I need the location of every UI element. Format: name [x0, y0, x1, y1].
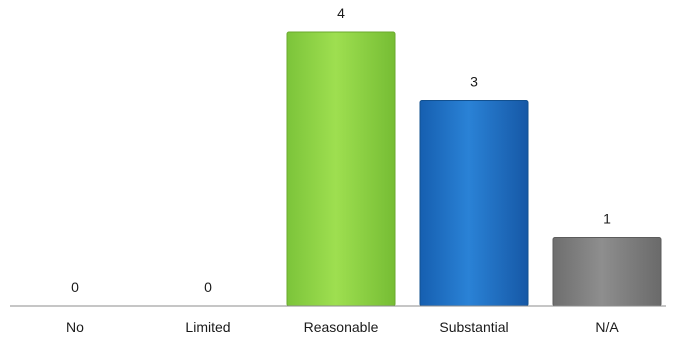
value-label-substantial: 3 [470, 74, 478, 90]
value-label-limited: 0 [204, 279, 212, 295]
category-labels-group: No Limited Reasonable Substantial N/A [66, 319, 619, 335]
value-labels-group: 0 0 4 3 1 [71, 5, 611, 295]
value-label-no: 0 [71, 279, 79, 295]
bar-substantial [419, 100, 529, 307]
category-label-reasonable: Reasonable [304, 319, 379, 335]
category-label-limited: Limited [185, 319, 230, 335]
category-label-substantial: Substantial [439, 319, 508, 335]
bars-group [286, 31, 662, 307]
value-label-reasonable: 4 [337, 5, 345, 21]
value-label-n-a: 1 [603, 211, 611, 227]
bar-n-a [552, 237, 662, 307]
bar-reasonable [286, 31, 396, 307]
category-label-no: No [66, 319, 84, 335]
category-label-n-a: N/A [595, 319, 619, 335]
